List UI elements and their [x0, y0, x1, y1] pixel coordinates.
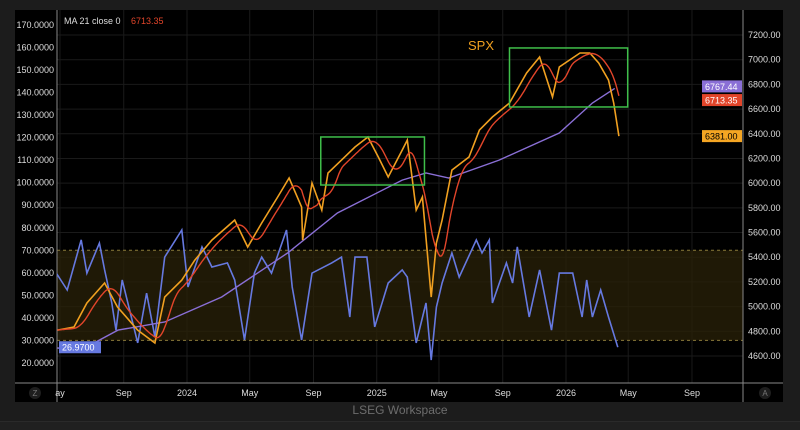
oscillator-last-value-bg [59, 341, 101, 354]
right-axis-tick-label: 6200.00 [748, 153, 781, 163]
zoom-z-button[interactable] [29, 387, 41, 399]
purple-ma-last-value: 6767.44 [705, 82, 738, 92]
x-axis-tick-label: 2026 [556, 388, 576, 398]
right-axis-tick-label: 7200.00 [748, 30, 781, 40]
series-group [57, 52, 620, 361]
x-axis-tick-label: May [241, 388, 259, 398]
ma21-last-value: 6713.35 [705, 96, 738, 106]
right-axis-tick-label: 4600.00 [748, 351, 781, 361]
left-axis-tick-label: 170.0000 [16, 20, 54, 30]
right-axis-tick-label: 4800.00 [748, 326, 781, 336]
x-axis-tick-label: Sep [305, 388, 321, 398]
left-axis-tick-label: 80.0000 [21, 223, 54, 233]
left-axis-tick-label: 140.0000 [16, 88, 54, 98]
left-axis-tick-label: 20.0000 [21, 358, 54, 368]
x-axis-tick-label: 2025 [367, 388, 387, 398]
right-axis-tick-label: 5200.00 [748, 277, 781, 287]
zoom-z-button-label[interactable]: Z [33, 389, 38, 398]
legend-ma21-label: MA 21 close 0 [64, 16, 121, 26]
left-axis-tick-label: 30.0000 [21, 335, 54, 345]
right-axis-tick-label: 6000.00 [748, 178, 781, 188]
left-axis-tick-label: 70.0000 [21, 245, 54, 255]
auto-scale-a-button-label[interactable]: A [762, 389, 768, 398]
spx-price-line [57, 52, 620, 345]
right-axis-tick-label: 6800.00 [748, 79, 781, 89]
right-axis-tick-label: 5400.00 [748, 252, 781, 262]
left-axis-tick-label: 60.0000 [21, 268, 54, 278]
spx-last-value: 6381.00 [705, 132, 738, 142]
right-axis-tick-label: 7000.00 [748, 55, 781, 65]
right-axis-tick-label: 5000.00 [748, 302, 781, 312]
highlight-box [508, 47, 629, 108]
right-axis-tick-label: 6400.00 [748, 129, 781, 139]
ma21-last-value-bg [702, 94, 742, 107]
purple-long-ma-line [57, 87, 616, 351]
overbought-oversold-band [57, 250, 743, 341]
x-axis-tick-label: Sep [495, 388, 511, 398]
left-axis-tick-label: 150.0000 [16, 65, 54, 75]
auto-scale-a-button[interactable] [759, 387, 771, 399]
bottom-bar [0, 421, 800, 430]
purple-ma-last-value-bg [702, 80, 742, 93]
footer-brand: LSEG Workspace [352, 403, 448, 417]
x-axis-tick-label: Sep [116, 388, 132, 398]
x-axis-tick-label: May [430, 388, 448, 398]
oscillator-last-value: 26.9700 [62, 343, 95, 353]
right-axis-tick-label: 5800.00 [748, 203, 781, 213]
left-axis-tick-label: 160.0000 [16, 43, 54, 53]
left-axis-tick-label: 120.0000 [16, 133, 54, 143]
ma21-line [57, 52, 620, 339]
left-axis-tick-label: 100.0000 [16, 178, 54, 188]
x-axis-tick-label: Sep [684, 388, 700, 398]
right-axis-tick-label: 6600.00 [748, 104, 781, 114]
left-axis-tick-label: 130.0000 [16, 110, 54, 120]
right-axis-tick-label: 5600.00 [748, 228, 781, 238]
x-axis-tick-label: 2024 [177, 388, 197, 398]
blue-oscillator-line [57, 227, 619, 361]
left-axis-tick-label: 110.0000 [17, 155, 54, 165]
left-axis-tick-label: 50.0000 [21, 290, 54, 300]
left-axis-tick-label: 90.0000 [21, 200, 54, 210]
x-axis-tick-label: ay [55, 388, 65, 398]
highlight-box [320, 136, 426, 186]
x-axis-tick-label: May [620, 388, 638, 398]
legend-ma21-value: 6713.35 [131, 16, 164, 26]
spx-label: SPX [468, 38, 494, 53]
spx-last-value-bg [702, 130, 742, 143]
left-axis-tick-label: 40.0000 [21, 313, 54, 323]
